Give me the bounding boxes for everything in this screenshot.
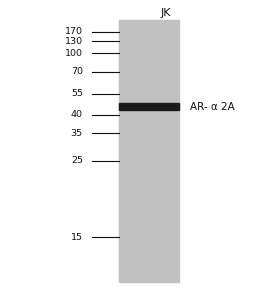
Text: 25: 25: [71, 156, 83, 165]
Bar: [119, 103, 179, 110]
Bar: [119, 20, 179, 282]
Text: 100: 100: [65, 49, 83, 58]
Text: 170: 170: [65, 27, 83, 36]
Text: 130: 130: [65, 37, 83, 46]
Text: JK: JK: [160, 8, 171, 19]
Text: 35: 35: [71, 129, 83, 138]
Text: 70: 70: [71, 68, 83, 76]
Text: 15: 15: [71, 232, 83, 242]
Text: AR- α 2A: AR- α 2A: [190, 101, 235, 112]
Text: 55: 55: [71, 89, 83, 98]
Text: 40: 40: [71, 110, 83, 119]
